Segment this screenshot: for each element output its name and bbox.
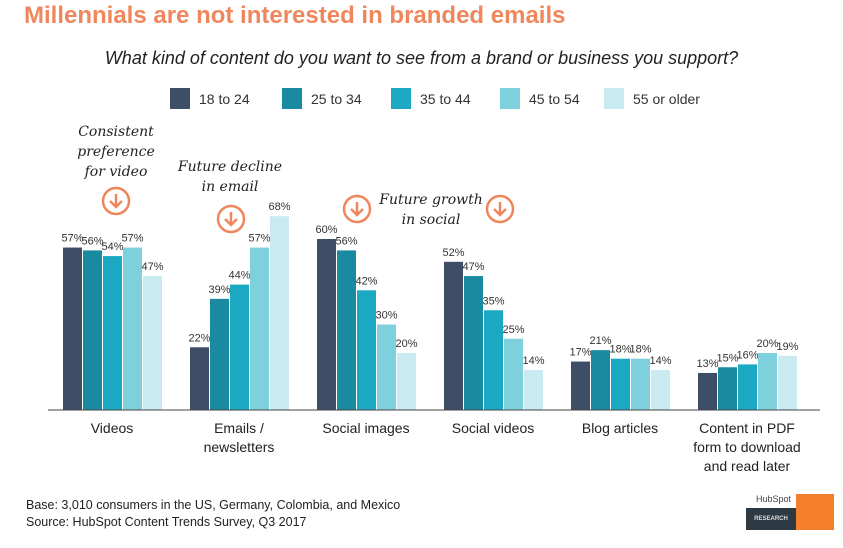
- data-label: 56%: [81, 235, 103, 247]
- data-label: 47%: [462, 261, 484, 273]
- data-label: 20%: [395, 338, 417, 350]
- data-label: 47%: [141, 261, 163, 273]
- data-label: 30%: [375, 310, 397, 322]
- data-label: 57%: [121, 233, 143, 245]
- bar: [778, 355, 797, 410]
- bar: [230, 284, 249, 410]
- down-arrow-icon: [101, 186, 131, 216]
- data-label: 20%: [756, 338, 778, 350]
- bar: [337, 250, 356, 410]
- bar: [377, 324, 396, 410]
- bar: [571, 361, 590, 410]
- legend-swatch: [282, 88, 302, 109]
- legend-label: 55 or older: [633, 91, 700, 107]
- bar: [210, 298, 229, 410]
- data-label: 14%: [649, 355, 671, 367]
- logo-brand: HubSpot: [756, 494, 792, 504]
- footer-source: Source: HubSpot Content Trends Survey, Q…: [26, 515, 307, 529]
- bar: [250, 247, 269, 410]
- down-arrow-icon: [216, 204, 246, 234]
- data-label: 60%: [315, 224, 337, 236]
- page-title: Millennials are not interested in brande…: [24, 2, 566, 29]
- bar: [591, 350, 610, 410]
- bar: [123, 247, 142, 410]
- bar: [698, 372, 717, 410]
- logo-label: RESEARCH: [746, 508, 796, 530]
- data-label: 21%: [589, 335, 611, 347]
- bar: [651, 370, 670, 410]
- category-label: form to download: [693, 439, 800, 455]
- chart-subtitle: What kind of content do you want to see …: [104, 48, 739, 68]
- data-label: 18%: [609, 344, 631, 356]
- legend-label: 35 to 44: [420, 91, 471, 107]
- annotation-video: Consistent preference for video: [77, 124, 155, 180]
- data-label: 68%: [268, 201, 290, 213]
- data-label: 44%: [228, 270, 250, 282]
- legend-swatch: [500, 88, 520, 109]
- category-label: and read later: [704, 458, 791, 474]
- bar: [83, 250, 102, 410]
- category-label: Social videos: [452, 420, 535, 436]
- data-label: 35%: [482, 295, 504, 307]
- data-label: 39%: [208, 284, 230, 296]
- bar: [464, 276, 483, 410]
- data-label: 16%: [736, 349, 758, 361]
- bar: [504, 338, 523, 410]
- data-label: 42%: [355, 275, 377, 287]
- data-label: 15%: [716, 352, 738, 364]
- data-label: 18%: [629, 344, 651, 356]
- down-arrow-icon: [485, 194, 515, 224]
- legend-swatch: [170, 88, 190, 109]
- legend-label: 18 to 24: [199, 91, 250, 107]
- data-label: 56%: [335, 235, 357, 247]
- data-label: 25%: [502, 324, 524, 336]
- bar: [270, 216, 289, 410]
- category-label: Blog articles: [582, 420, 658, 436]
- data-label: 13%: [696, 358, 718, 370]
- bar: [611, 358, 630, 410]
- bar: [738, 364, 757, 410]
- down-arrow-icon: [342, 194, 372, 224]
- data-label: 54%: [101, 241, 123, 253]
- annotation-social: Future growth in social: [379, 192, 483, 228]
- clipboard-icon: [796, 494, 834, 530]
- data-label: 22%: [188, 332, 210, 344]
- data-label: 17%: [569, 347, 591, 359]
- bar: [524, 370, 543, 410]
- category-label: Content in PDF: [699, 420, 795, 436]
- bar: [357, 290, 376, 410]
- bar: [631, 358, 650, 410]
- data-label: 19%: [776, 341, 798, 353]
- bar: [143, 276, 162, 410]
- legend-label: 25 to 34: [311, 91, 362, 107]
- bar: [103, 256, 122, 410]
- footer-base: Base: 3,010 consumers in the US, Germany…: [26, 498, 401, 512]
- category-label: Social images: [322, 420, 409, 436]
- legend-label: 45 to 54: [529, 91, 580, 107]
- category-label: Emails /: [214, 420, 264, 436]
- bar: [317, 239, 336, 410]
- bar: [397, 353, 416, 410]
- data-label: 14%: [522, 355, 544, 367]
- bar: [758, 353, 777, 410]
- data-label: 57%: [248, 233, 270, 245]
- bar: [484, 310, 503, 410]
- annotation-email: Future decline in email: [177, 159, 283, 195]
- data-label: 52%: [442, 247, 464, 259]
- bar: [63, 247, 82, 410]
- legend-swatch: [391, 88, 411, 109]
- category-label: Videos: [91, 420, 134, 436]
- bar: [718, 367, 737, 410]
- bar: [190, 347, 209, 410]
- bar: [444, 261, 463, 410]
- legend-swatch: [604, 88, 624, 109]
- category-label: newsletters: [204, 439, 275, 455]
- data-label: 57%: [61, 233, 83, 245]
